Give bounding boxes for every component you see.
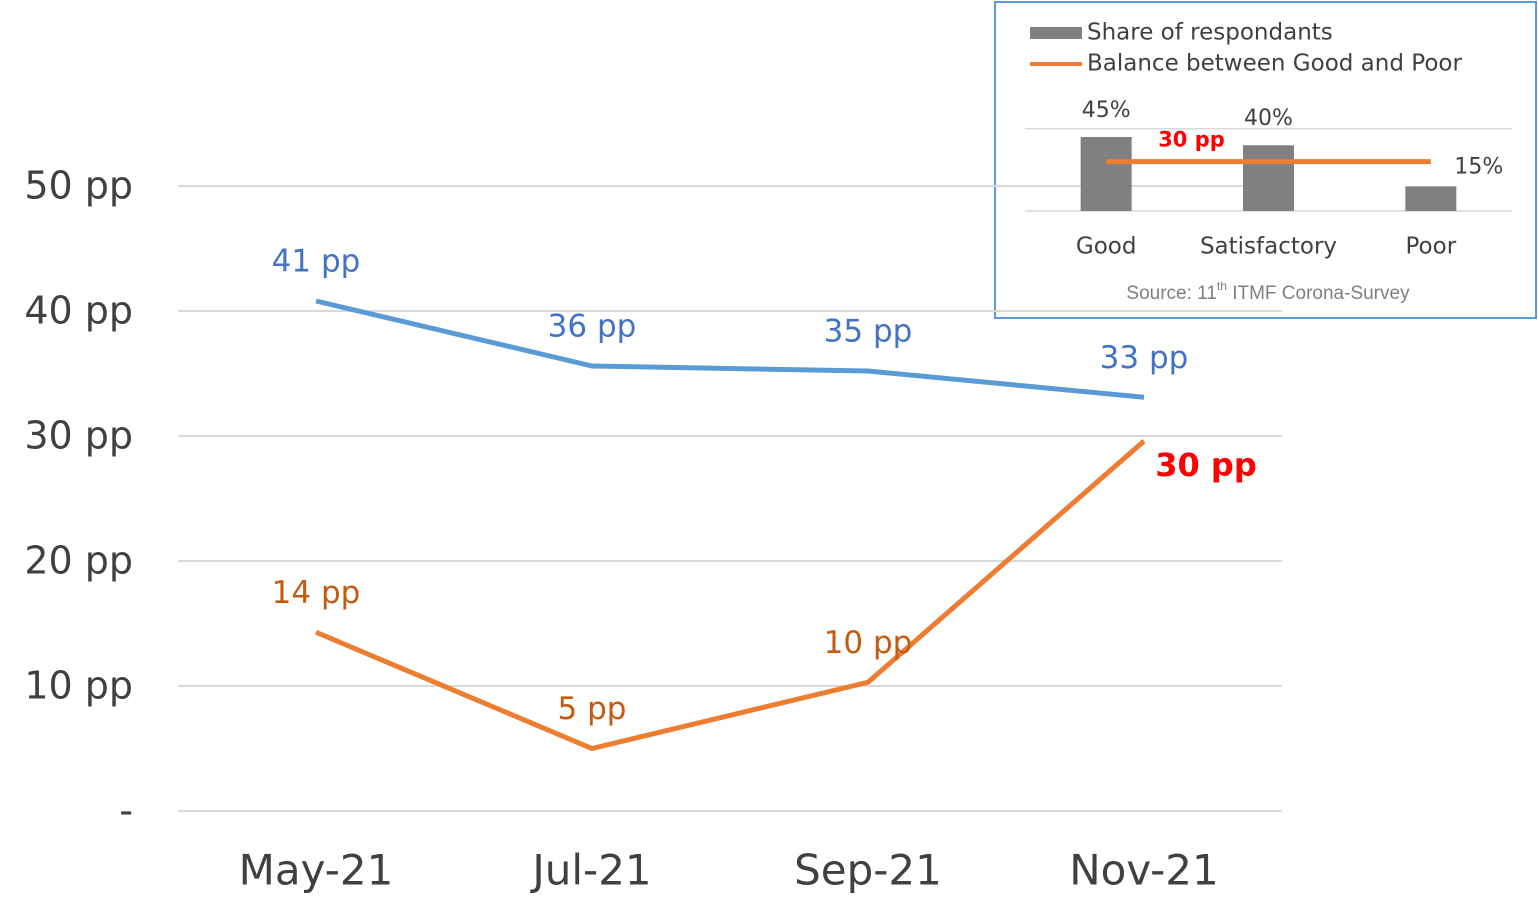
data-label: 30 pp <box>1158 128 1225 152</box>
data-label: 5 pp <box>558 691 627 727</box>
line-series <box>315 298 1145 400</box>
data-label: 30 pp <box>1155 446 1256 484</box>
x-tick-label: May-21 <box>239 846 394 895</box>
bar <box>1405 186 1457 211</box>
x-tick-label: Satisfactory <box>1200 234 1337 260</box>
bar <box>1080 137 1132 211</box>
y-tick-label: 10 pp <box>24 664 133 708</box>
source-note: Source: 11th ITMF Corona-Survey <box>1126 279 1410 304</box>
x-tick-label: Nov-21 <box>1069 846 1218 895</box>
y-tick-label: 30 pp <box>24 414 133 458</box>
legend-swatch <box>1030 27 1082 39</box>
data-label: 40% <box>1244 106 1293 131</box>
source-part: ITMF Corona-Survey <box>1227 283 1410 304</box>
legend-label: Share of respondants <box>1087 20 1333 46</box>
data-label: 33 pp <box>1100 340 1189 376</box>
y-tick-label: 40 pp <box>24 289 133 333</box>
data-label: 15% <box>1454 154 1503 179</box>
y-tick-label: 50 pp <box>24 164 133 208</box>
data-label: 45% <box>1082 98 1131 123</box>
x-tick-label: Poor <box>1406 234 1457 260</box>
bar <box>1243 145 1294 211</box>
source-part: th <box>1217 279 1227 293</box>
x-tick-label: Jul-21 <box>529 846 651 895</box>
data-label: 14 pp <box>272 575 361 611</box>
data-label: 41 pp <box>272 244 361 280</box>
legend-label: Balance between Good and Poor <box>1087 51 1462 77</box>
source-part: Source: 11 <box>1126 283 1216 304</box>
y-tick-label: - <box>119 789 133 833</box>
data-label: 10 pp <box>824 625 913 661</box>
x-tick-label: Sep-21 <box>794 846 942 895</box>
data-label: 36 pp <box>548 309 637 345</box>
x-tick-label: Good <box>1076 234 1137 260</box>
data-label: 35 pp <box>824 314 913 350</box>
line-series <box>315 439 1146 752</box>
y-tick-label: 20 pp <box>24 539 133 583</box>
